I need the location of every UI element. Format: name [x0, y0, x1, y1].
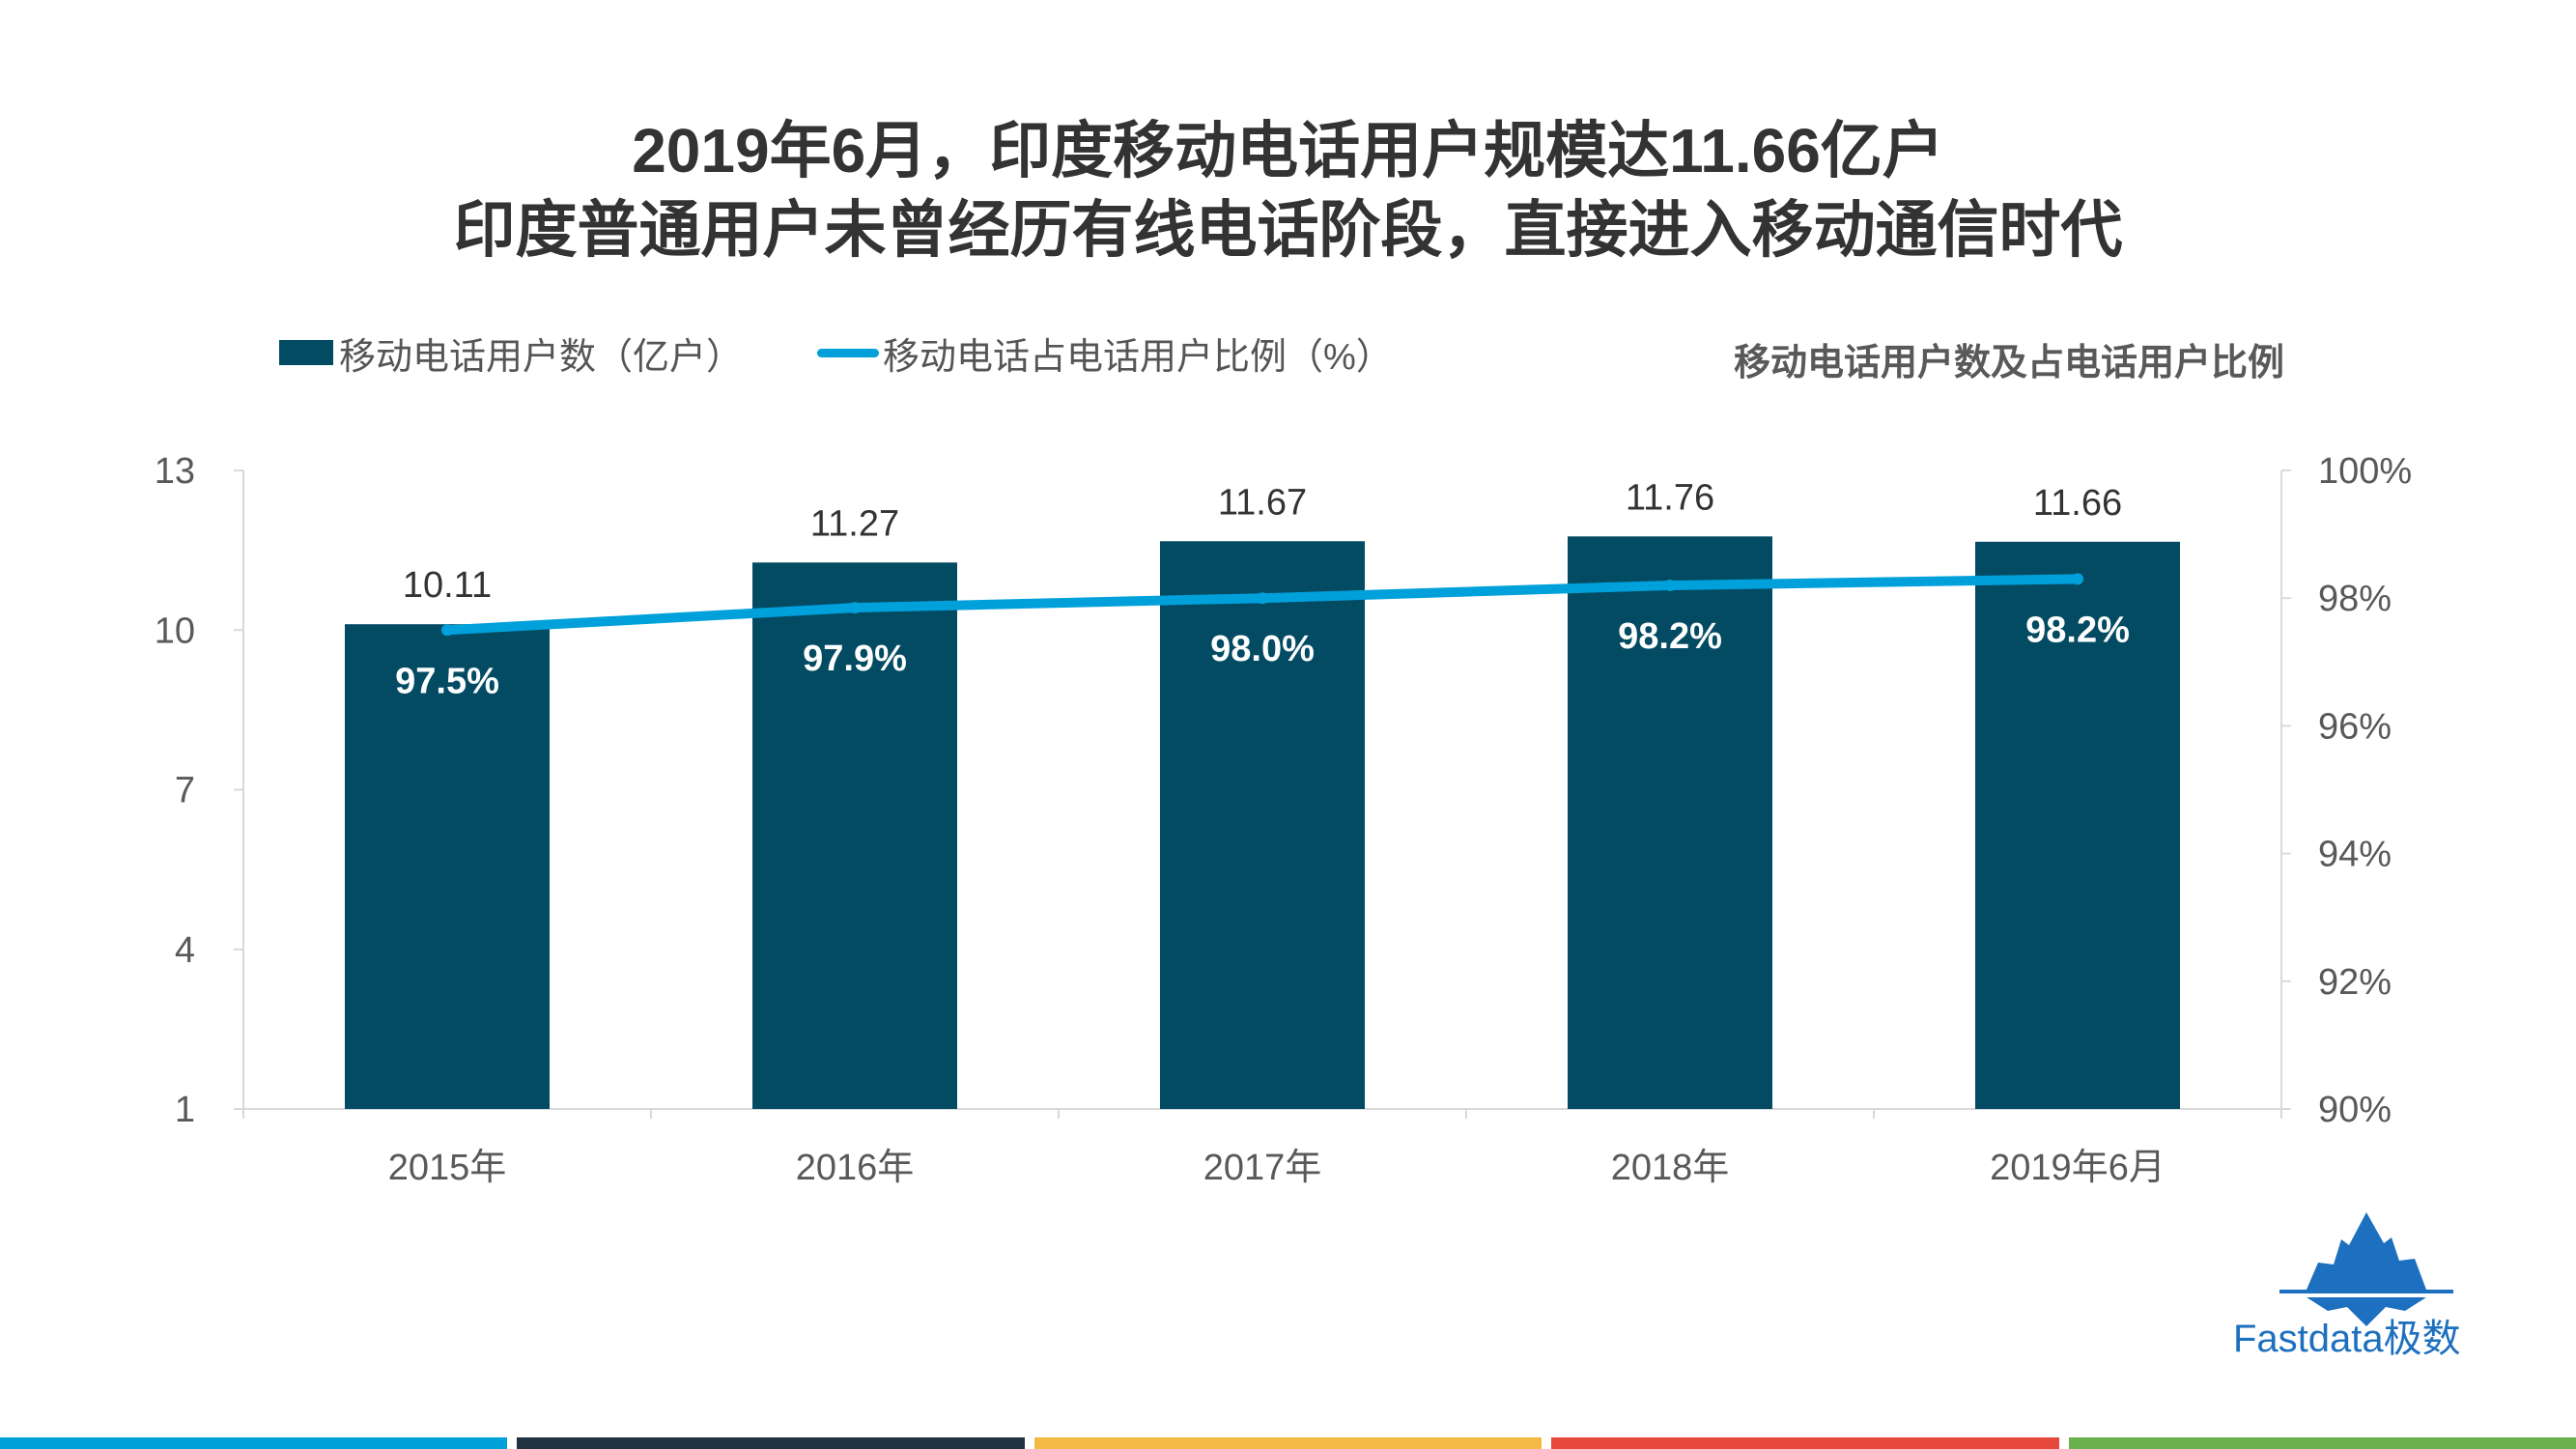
- line-value-label: 97.9%: [803, 639, 907, 679]
- bar-2019年6月: [1975, 541, 2180, 1109]
- stripe-4: [1551, 1437, 2059, 1449]
- right-axis-tick-label: 100%: [2318, 451, 2412, 492]
- x-axis-tick-label: 2019年6月: [1990, 1148, 2166, 1188]
- left-axis-tick-label: 4: [175, 930, 195, 971]
- chart-line: [441, 573, 2083, 637]
- line-value-label: 97.5%: [395, 661, 499, 701]
- line-value-label: 98.2%: [2025, 610, 2130, 650]
- chart-labels: 10.11 11.27 11.67 11.76 11.66 97.5% 97.9% 98.0%…: [395, 477, 2130, 701]
- left-axis-tick-label: 10: [155, 611, 195, 651]
- left-axis-tick-label: 1: [175, 1090, 195, 1130]
- line-point: [2072, 573, 2083, 585]
- brand-name: Fastdata极数: [2233, 1318, 2461, 1360]
- right-axis-tick-label: 98%: [2318, 579, 2392, 619]
- legend-line-series: 移动电话占电话用户比例（%）: [817, 328, 1393, 378]
- line-point: [849, 602, 861, 614]
- bar-value-label: 11.27: [810, 503, 899, 544]
- bar-value-label: 10.11: [403, 565, 492, 606]
- x-axis-tick-label: 2015年: [388, 1148, 507, 1188]
- chart-axes: 1 4 7 10 13 90% 92% 94% 96% 98% 100% 2015年 2016年 2017…: [155, 451, 2412, 1188]
- legend-bar-swatch: [279, 340, 333, 365]
- footer-stripes: [0, 1437, 2576, 1449]
- right-axis-tick-label: 96%: [2318, 706, 2392, 747]
- left-axis-tick-label: 13: [155, 451, 195, 492]
- right-axis-tick-label: 92%: [2318, 962, 2392, 1003]
- line-point: [1257, 592, 1268, 605]
- right-axis-tick-label: 94%: [2318, 835, 2392, 875]
- legend-line-swatch: [817, 348, 879, 357]
- right-axis-tick-label: 90%: [2318, 1090, 2392, 1130]
- line-point: [441, 624, 453, 637]
- line-value-label: 98.0%: [1210, 629, 1315, 669]
- bar-2017年: [1160, 541, 1365, 1109]
- bar-value-label: 11.76: [1626, 477, 1714, 518]
- bar-2016年: [752, 562, 957, 1109]
- left-axis-tick-label: 7: [175, 771, 195, 811]
- legend-bar-label: 移动电话用户数（亿户）: [339, 336, 744, 378]
- x-axis-tick-label: 2016年: [796, 1148, 915, 1188]
- bar-2015年: [345, 624, 550, 1109]
- stripe-5: [2068, 1437, 2576, 1449]
- fastdata-logo-icon: [2279, 1212, 2453, 1326]
- x-axis-tick-label: 2017年: [1203, 1148, 1322, 1188]
- x-axis-tick-label: 2018年: [1611, 1148, 1730, 1188]
- stripe-2: [517, 1437, 1025, 1449]
- bar-value-label: 11.67: [1218, 482, 1307, 523]
- line-point: [1664, 579, 1676, 591]
- chart-bars: [345, 536, 2180, 1109]
- legend-bar-series: 移动电话用户数（亿户）: [279, 328, 744, 378]
- page-subtitle: 印度普通用户未曾经历有线电话阶段，直接进入移动通信时代: [453, 195, 2123, 265]
- legend-line-label: 移动电话占电话用户比例（%）: [883, 336, 1393, 378]
- bar-value-label: 11.66: [2033, 483, 2122, 524]
- bar-2018年: [1568, 536, 1772, 1109]
- stripe-3: [1033, 1437, 1543, 1449]
- page-title: 2019年6月，印度移动电话用户规模达11.66亿户: [632, 116, 1944, 185]
- chart-subtitle: 移动电话用户数及占电话用户比例: [1733, 343, 2284, 384]
- stripe-1: [0, 1437, 508, 1449]
- line-value-label: 98.2%: [1618, 616, 1722, 657]
